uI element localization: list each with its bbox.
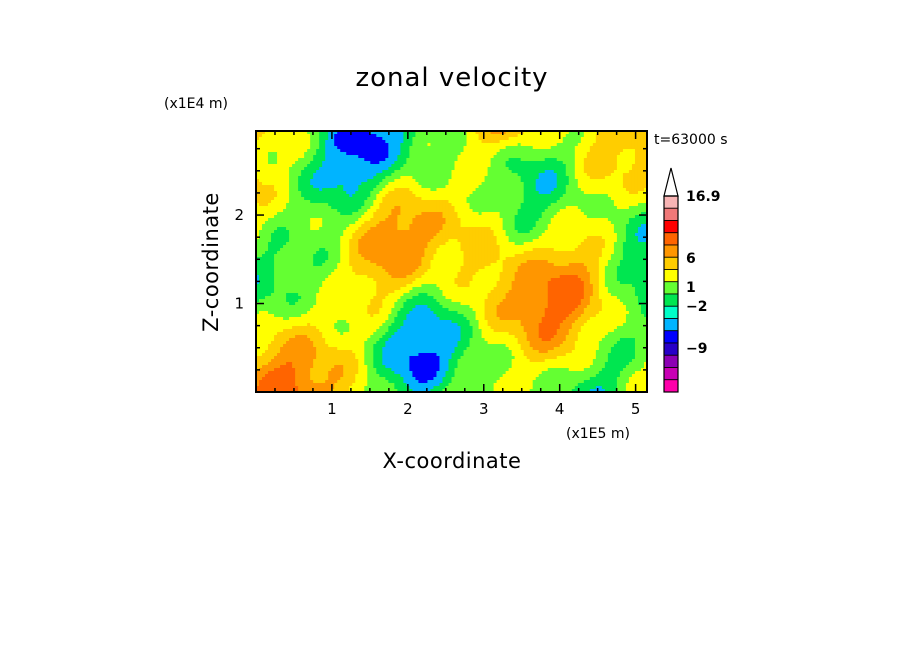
- colorbar-level: [663, 342, 679, 356]
- colorbar-level: [663, 330, 679, 344]
- plot-frame: [255, 130, 648, 393]
- colorbar-level: [663, 195, 679, 209]
- colorbar-level: [663, 269, 679, 283]
- colorbar-level: [663, 354, 679, 368]
- y-tick-label: 2: [234, 206, 244, 224]
- y-scale-label: (x1E4 m): [164, 96, 228, 112]
- x-tick-label: 1: [327, 400, 337, 418]
- colorbar: 16.9 6 1 −2 −9: [663, 167, 721, 393]
- colorbar-label: 16.9: [686, 189, 721, 205]
- colorbar-level: [663, 367, 679, 381]
- x-tick-label: 2: [403, 400, 413, 418]
- y-tick-label: 1: [234, 295, 244, 313]
- colorbar-level: [663, 244, 679, 258]
- x-axis-label: X-coordinate: [383, 449, 522, 473]
- colorbar-label: 6: [686, 251, 696, 267]
- colorbar-level: [663, 207, 679, 221]
- x-tick-label: 3: [479, 400, 489, 418]
- colorbar-level: [663, 305, 679, 319]
- colorbar-label: −2: [686, 299, 707, 315]
- colorbar-max-extension: [663, 167, 679, 197]
- colorbar-label: 1: [686, 280, 696, 296]
- time-label: t=63000 s: [654, 132, 728, 148]
- axis-ticks: 1 2 3 4 5 1 2: [234, 131, 647, 418]
- colorbar-level: [663, 318, 679, 332]
- colorbar-label: −9: [686, 341, 707, 357]
- contour-field: [256, 131, 647, 392]
- chart-title: zonal velocity: [355, 63, 548, 93]
- x-tick-label: 4: [555, 400, 565, 418]
- colorbar-level: [663, 293, 679, 307]
- x-tick-label: 5: [631, 400, 641, 418]
- x-scale-label: (x1E5 m): [566, 426, 630, 442]
- colorbar-level: [663, 232, 679, 246]
- y-axis-label: Z-coordinate: [199, 192, 223, 332]
- colorbar-level: [663, 256, 679, 270]
- colorbar-level: [663, 379, 679, 393]
- colorbar-level: [663, 220, 679, 234]
- colorbar-level: [663, 281, 679, 295]
